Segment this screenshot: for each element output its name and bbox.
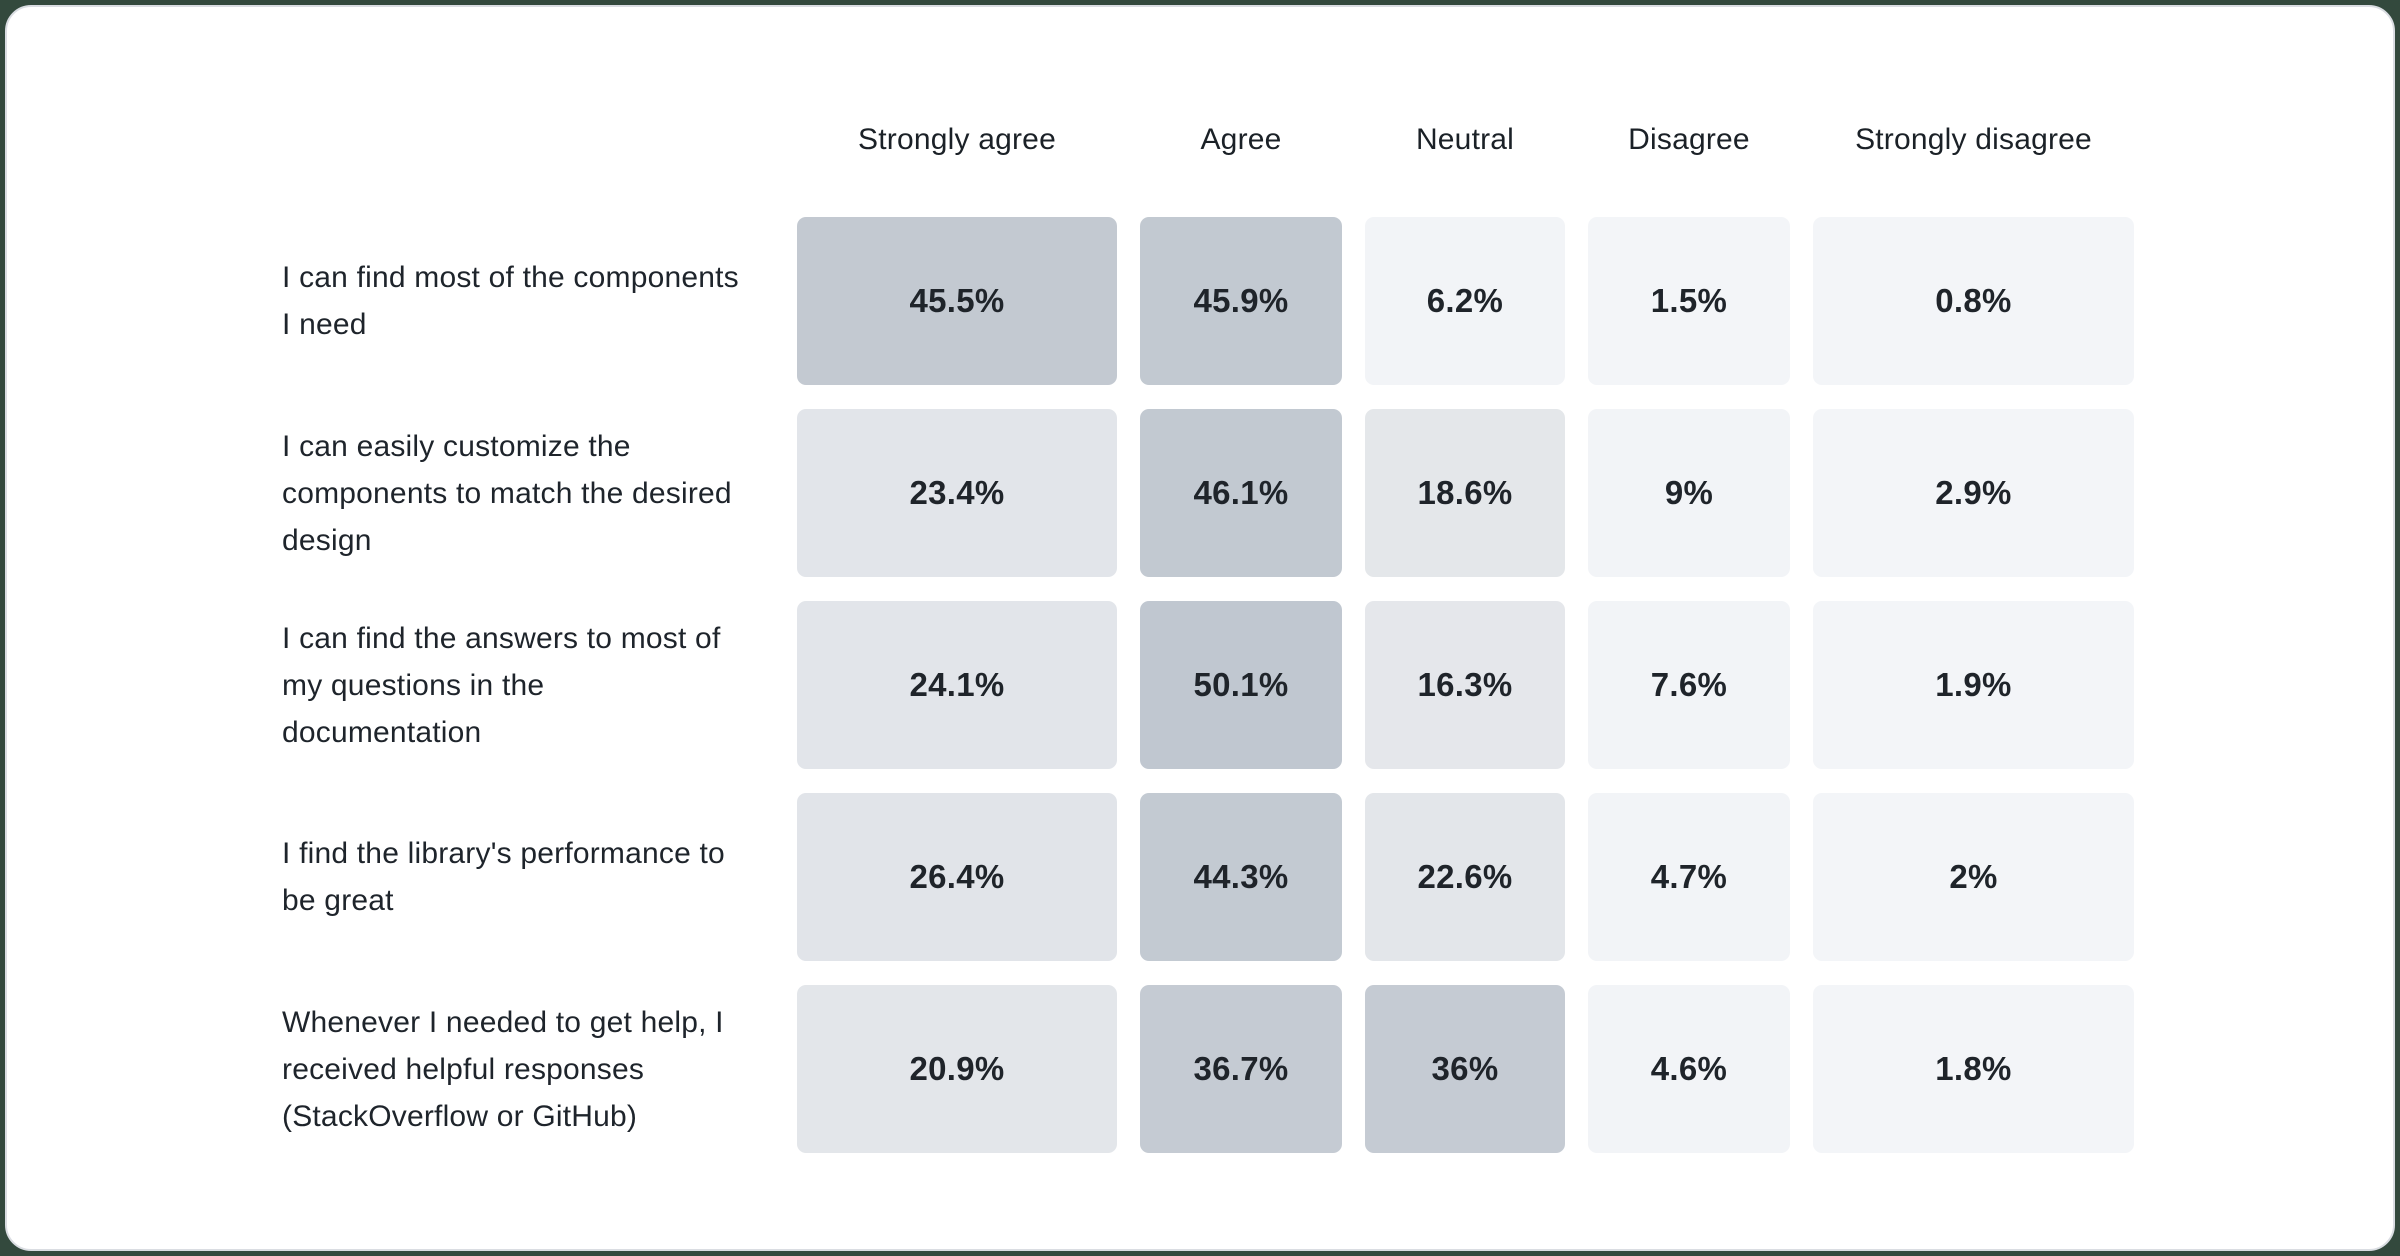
survey-heatmap-card: Strongly agree Agree Neutral Disagree St…: [5, 5, 2395, 1251]
heat-cell: 50.1%: [1140, 601, 1342, 769]
column-header-disagree: Disagree: [1628, 123, 1750, 156]
heat-cell: 7.6%: [1588, 601, 1790, 769]
heat-cell: 45.5%: [797, 217, 1117, 385]
row-label-find-components: I can find most of the components I need: [282, 261, 739, 341]
heat-cell: 45.9%: [1140, 217, 1342, 385]
row-label-library-performance: I find the library's performance to be g…: [282, 837, 725, 917]
row-label-helpful-responses: Whenever I needed to get help, I receive…: [282, 1005, 724, 1133]
header-spacer: [282, 117, 774, 163]
heat-cell: 4.7%: [1588, 793, 1790, 961]
heat-cell: 22.6%: [1365, 793, 1565, 961]
heat-cell: 36.7%: [1140, 985, 1342, 1153]
heat-cell: 18.6%: [1365, 409, 1565, 577]
heat-cell: 44.3%: [1140, 793, 1342, 961]
heat-cell: 23.4%: [797, 409, 1117, 577]
heat-cell: 0.8%: [1813, 217, 2134, 385]
heat-cell: 9%: [1588, 409, 1790, 577]
heat-cell: 2%: [1813, 793, 2134, 961]
heat-cell: 46.1%: [1140, 409, 1342, 577]
heat-cell: 24.1%: [797, 601, 1117, 769]
column-header-strongly-disagree: Strongly disagree: [1855, 123, 2092, 156]
heatmap-column-headers: Strongly agree Agree Neutral Disagree St…: [282, 117, 2134, 163]
heat-cell: 2.9%: [1813, 409, 2134, 577]
heat-cell: 1.8%: [1813, 985, 2134, 1153]
heat-cell: 4.6%: [1588, 985, 1790, 1153]
heat-cell: 1.5%: [1588, 217, 1790, 385]
heat-cell: 16.3%: [1365, 601, 1565, 769]
heat-cell: 36%: [1365, 985, 1565, 1153]
heat-cell: 26.4%: [797, 793, 1117, 961]
heat-cell: 6.2%: [1365, 217, 1565, 385]
row-label-customize-components: I can easily customize the components to…: [282, 429, 732, 557]
heat-cell: 20.9%: [797, 985, 1117, 1153]
column-header-strongly-agree: Strongly agree: [858, 123, 1056, 156]
column-header-agree: Agree: [1200, 123, 1282, 156]
heat-cell: 1.9%: [1813, 601, 2134, 769]
heatmap-body: I can find most of the components I need…: [282, 217, 2134, 1153]
row-label-documentation-answers: I can find the answers to most of my que…: [282, 621, 721, 749]
column-header-neutral: Neutral: [1415, 123, 1515, 156]
